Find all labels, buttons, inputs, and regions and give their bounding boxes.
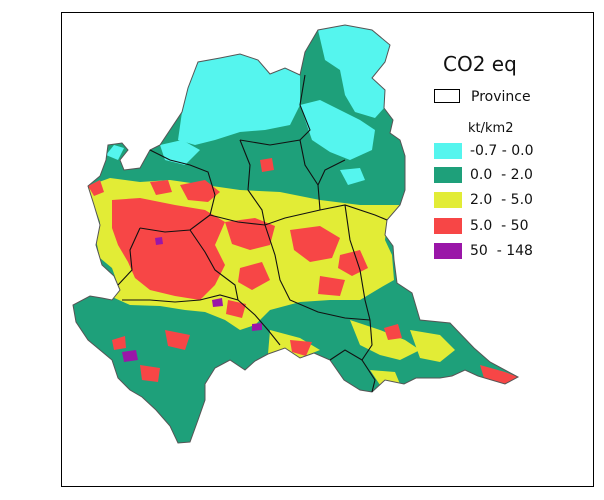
map-zone	[226, 300, 246, 318]
map-zone	[290, 226, 340, 262]
province-boundary	[117, 227, 141, 286]
legend-class-label: 50 - 148	[470, 243, 533, 259]
province-boundary	[209, 204, 388, 226]
legend-swatch	[434, 218, 462, 234]
province-swatch	[434, 89, 460, 103]
legend-class-label: 2.0 - 5.0	[470, 192, 533, 208]
map-zone	[112, 198, 225, 300]
province-boundary	[329, 349, 363, 361]
legend-title: CO2 eq	[443, 52, 517, 76]
province-boundary	[239, 74, 311, 146]
map-zone	[318, 25, 390, 118]
map-zone	[318, 276, 345, 296]
province-boundary	[189, 229, 239, 301]
map-zone	[160, 140, 200, 165]
map-zone	[340, 168, 365, 185]
map-zone	[290, 340, 312, 356]
province-boundary	[139, 214, 211, 233]
province-boundary	[344, 204, 371, 321]
map-zone	[338, 250, 368, 276]
map-zone	[112, 336, 126, 350]
map-zone	[88, 180, 104, 196]
legend-class-label: 5.0 - 50	[470, 218, 529, 234]
map-zone	[300, 100, 375, 160]
province-boundary	[149, 149, 216, 216]
map-zone	[212, 298, 223, 307]
map-zone	[155, 237, 163, 245]
province-label: Province	[471, 89, 531, 105]
province-boundary	[264, 224, 371, 321]
province-boundary	[237, 299, 281, 346]
map-zone	[350, 320, 420, 360]
province-boundary	[299, 139, 321, 211]
map-zone	[238, 262, 270, 290]
map-zone	[252, 323, 262, 331]
map-zone	[165, 330, 190, 350]
map-zone	[260, 158, 274, 172]
map-zone	[140, 365, 160, 382]
map-zone	[106, 145, 124, 160]
map-zone	[122, 350, 138, 362]
map-zone	[178, 54, 300, 145]
legend-swatch	[434, 192, 462, 208]
legend-swatch	[434, 243, 462, 259]
legend-swatch	[434, 167, 462, 183]
province-boundary	[239, 139, 266, 226]
map-zone	[150, 180, 172, 195]
map-zone	[410, 330, 455, 362]
legend-unit: kt/km2	[468, 121, 514, 136]
province-boundary	[122, 294, 239, 303]
legend-class-label: -0.7 - 0.0	[470, 143, 534, 159]
legend-swatch	[434, 143, 462, 159]
map-zone	[384, 324, 402, 340]
map-zone	[225, 218, 275, 250]
map-zone	[180, 180, 220, 202]
legend-class-label: 0.0 - 2.0	[470, 167, 533, 183]
province-boundary	[317, 159, 346, 186]
